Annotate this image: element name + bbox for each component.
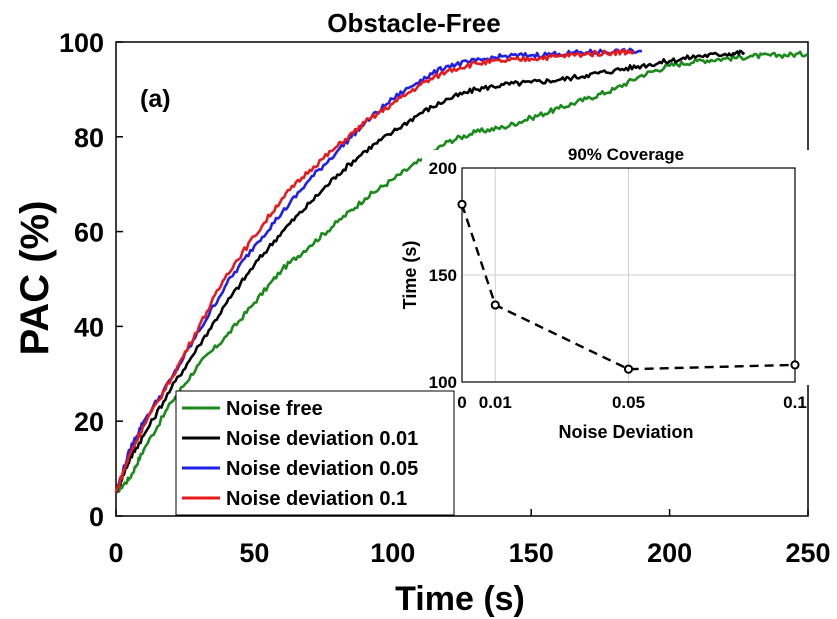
legend-label: Noise deviation 0.1 xyxy=(226,488,407,510)
main-x-ticks: 0 50 100 150 200 250 xyxy=(108,509,831,568)
main-x-tick-label: 0 xyxy=(108,538,123,568)
series-line-noise-deviation-0-01 xyxy=(115,49,746,494)
main-x-tick-label: 150 xyxy=(509,538,554,568)
main-x-tick-label: 200 xyxy=(647,538,692,568)
main-y-tick-label: 100 xyxy=(59,28,104,58)
inset-x-axis-label: Noise Deviation xyxy=(558,422,693,442)
main-series xyxy=(114,47,809,494)
main-y-tick-label: 0 xyxy=(89,502,104,532)
inset-y-tick-label: 200 xyxy=(429,159,457,178)
main-x-tick-label: 250 xyxy=(785,538,830,568)
inset-y-axis-label: Time (s) xyxy=(400,241,420,310)
inset-title: 90% Coverage xyxy=(568,145,684,164)
main-y-ticks: 0 20 40 60 80 100 xyxy=(59,28,123,532)
main-x-axis-label: Time (s) xyxy=(395,580,525,618)
inset-x-tick-label: 0 xyxy=(457,393,466,412)
inset-x-tick-label: 0.05 xyxy=(612,393,645,412)
inset-y-ticks: 100 150 200 xyxy=(429,159,457,392)
inset-data-point xyxy=(490,300,500,310)
inset-x-ticks: 0 0.01 0.05 0.1 xyxy=(457,393,807,412)
inset-data-point xyxy=(623,364,634,374)
legend-label: Noise deviation 0.05 xyxy=(226,458,418,480)
main-y-tick-label: 60 xyxy=(74,218,104,248)
legend: Noise free Noise deviation 0.01 Noise devi… xyxy=(175,390,455,516)
legend-label: Noise free xyxy=(226,398,323,420)
main-y-axis-label: PAC (%) xyxy=(13,201,57,356)
main-title: Obstacle-Free xyxy=(327,8,500,38)
inset-plot: 0 0.01 0.05 0.1 100 150 200 90% Coverage Nois… xyxy=(400,145,816,442)
inset-x-tick-label: 0.1 xyxy=(783,393,807,412)
legend-box xyxy=(175,390,455,516)
inset-series xyxy=(457,199,800,374)
main-y-tick-label: 40 xyxy=(74,312,104,342)
panel-label: (a) xyxy=(140,85,171,113)
legend-label: Noise deviation 0.01 xyxy=(226,428,418,450)
inset-series-line xyxy=(460,204,796,371)
main-y-tick-label: 80 xyxy=(74,123,104,153)
inset-data-point xyxy=(457,199,467,209)
inset-background xyxy=(422,150,816,385)
legend-items: Noise free Noise deviation 0.01 Noise devi… xyxy=(182,398,418,510)
main-x-tick-label: 50 xyxy=(239,538,269,568)
inset-data-point xyxy=(790,360,800,370)
inset-y-tick-label: 100 xyxy=(429,373,457,392)
inset-axes-box xyxy=(461,167,796,383)
series-line-noise-deviation-0-1 xyxy=(114,48,635,493)
main-y-tick-label: 20 xyxy=(74,407,104,437)
main-x-tick-label: 100 xyxy=(370,538,415,568)
series-line-noise-free xyxy=(114,50,809,493)
inset-y-tick-label: 150 xyxy=(429,266,457,285)
inset-x-tick-label: 0.01 xyxy=(479,393,512,412)
